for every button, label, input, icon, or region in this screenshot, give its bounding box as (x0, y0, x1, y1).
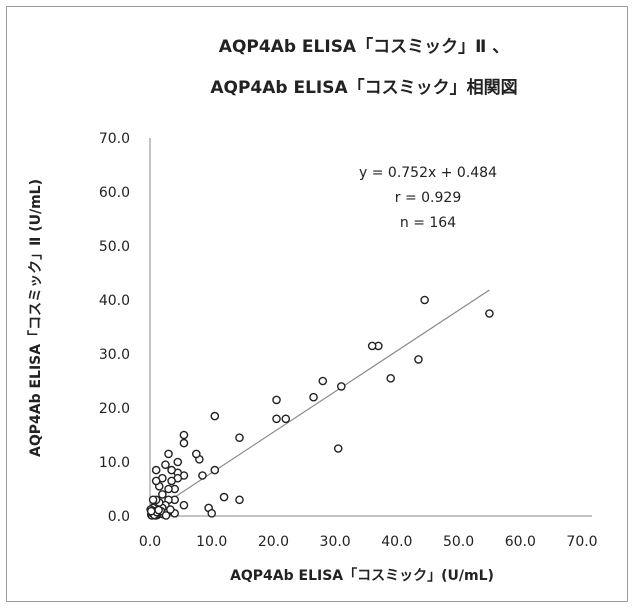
data-point (386, 373, 395, 383)
x-tick-label: 50.0 (443, 534, 474, 550)
sample-size: n = 164 (400, 215, 456, 231)
data-point (333, 444, 343, 453)
regression-equation: y = 0.752x + 0.484 (359, 165, 497, 181)
data-point (210, 411, 220, 421)
data-point (164, 449, 173, 459)
data-point (309, 392, 318, 402)
data-point (281, 414, 291, 424)
data-points (146, 295, 494, 520)
chart-frame (6, 6, 628, 602)
data-point (414, 355, 423, 364)
data-point (173, 457, 183, 467)
data-point (272, 414, 281, 424)
y-tick-label: 20.0 (99, 401, 130, 417)
data-point (167, 476, 176, 486)
data-point (485, 309, 494, 318)
data-point (179, 500, 189, 510)
data-point (154, 505, 163, 515)
data-point (272, 395, 281, 405)
y-tick-label: 50.0 (99, 239, 130, 255)
data-point (161, 460, 170, 470)
data-point (210, 465, 220, 475)
x-tick-label: 70.0 (566, 534, 597, 550)
x-tick-label: 20.0 (258, 534, 289, 550)
y-tick-label: 60.0 (99, 185, 130, 201)
x-tick-label: 10.0 (196, 534, 227, 550)
y-tick-label: 30.0 (99, 347, 130, 363)
data-point (151, 465, 161, 475)
data-point (207, 508, 217, 518)
data-point (198, 471, 207, 480)
data-point (235, 433, 244, 443)
trendline (149, 289, 490, 514)
x-tick-label: 60.0 (505, 534, 536, 550)
data-point (167, 465, 176, 475)
x-tick-label: 0.0 (139, 534, 161, 550)
data-point (161, 511, 171, 520)
data-point (318, 376, 328, 386)
data-point (337, 382, 346, 391)
y-axis-ticks: 0.0 10.0 20.0 30.0 40.0 50.0 60.0 70.0 (99, 131, 130, 525)
data-point (151, 476, 161, 486)
data-point (148, 495, 158, 505)
x-axis-title: AQP4Ab ELISA「コスミック」(U/mL) (230, 567, 494, 584)
correlation-coefficient: r = 0.929 (395, 190, 461, 206)
x-tick-label: 40.0 (381, 534, 412, 550)
data-point (367, 341, 377, 351)
chart-title-line2: AQP4Ab ELISA「コスミック」相関図 (210, 77, 517, 98)
data-point (219, 492, 229, 502)
x-tick-label: 30.0 (320, 534, 351, 550)
data-point (191, 449, 201, 459)
data-point (420, 295, 429, 305)
y-tick-label: 70.0 (99, 131, 130, 147)
data-point (164, 484, 173, 494)
y-axis-title: AQP4Ab ELISA「コスミック」Ⅱ (U/mL) (27, 179, 44, 457)
data-point (235, 495, 244, 505)
data-point (166, 505, 175, 514)
y-tick-label: 10.0 (99, 455, 130, 471)
y-tick-label: 0.0 (108, 509, 130, 525)
chart-title-line1: AQP4Ab ELISA「コスミック」Ⅱ 、 (219, 36, 509, 57)
data-point (158, 490, 167, 499)
x-axis-ticks: 0.0 10.0 20.0 30.0 40.0 50.0 60.0 70.0 (139, 534, 598, 550)
data-point (179, 430, 189, 440)
data-point (179, 438, 189, 448)
data-point (146, 506, 156, 516)
y-tick-label: 40.0 (99, 293, 130, 309)
